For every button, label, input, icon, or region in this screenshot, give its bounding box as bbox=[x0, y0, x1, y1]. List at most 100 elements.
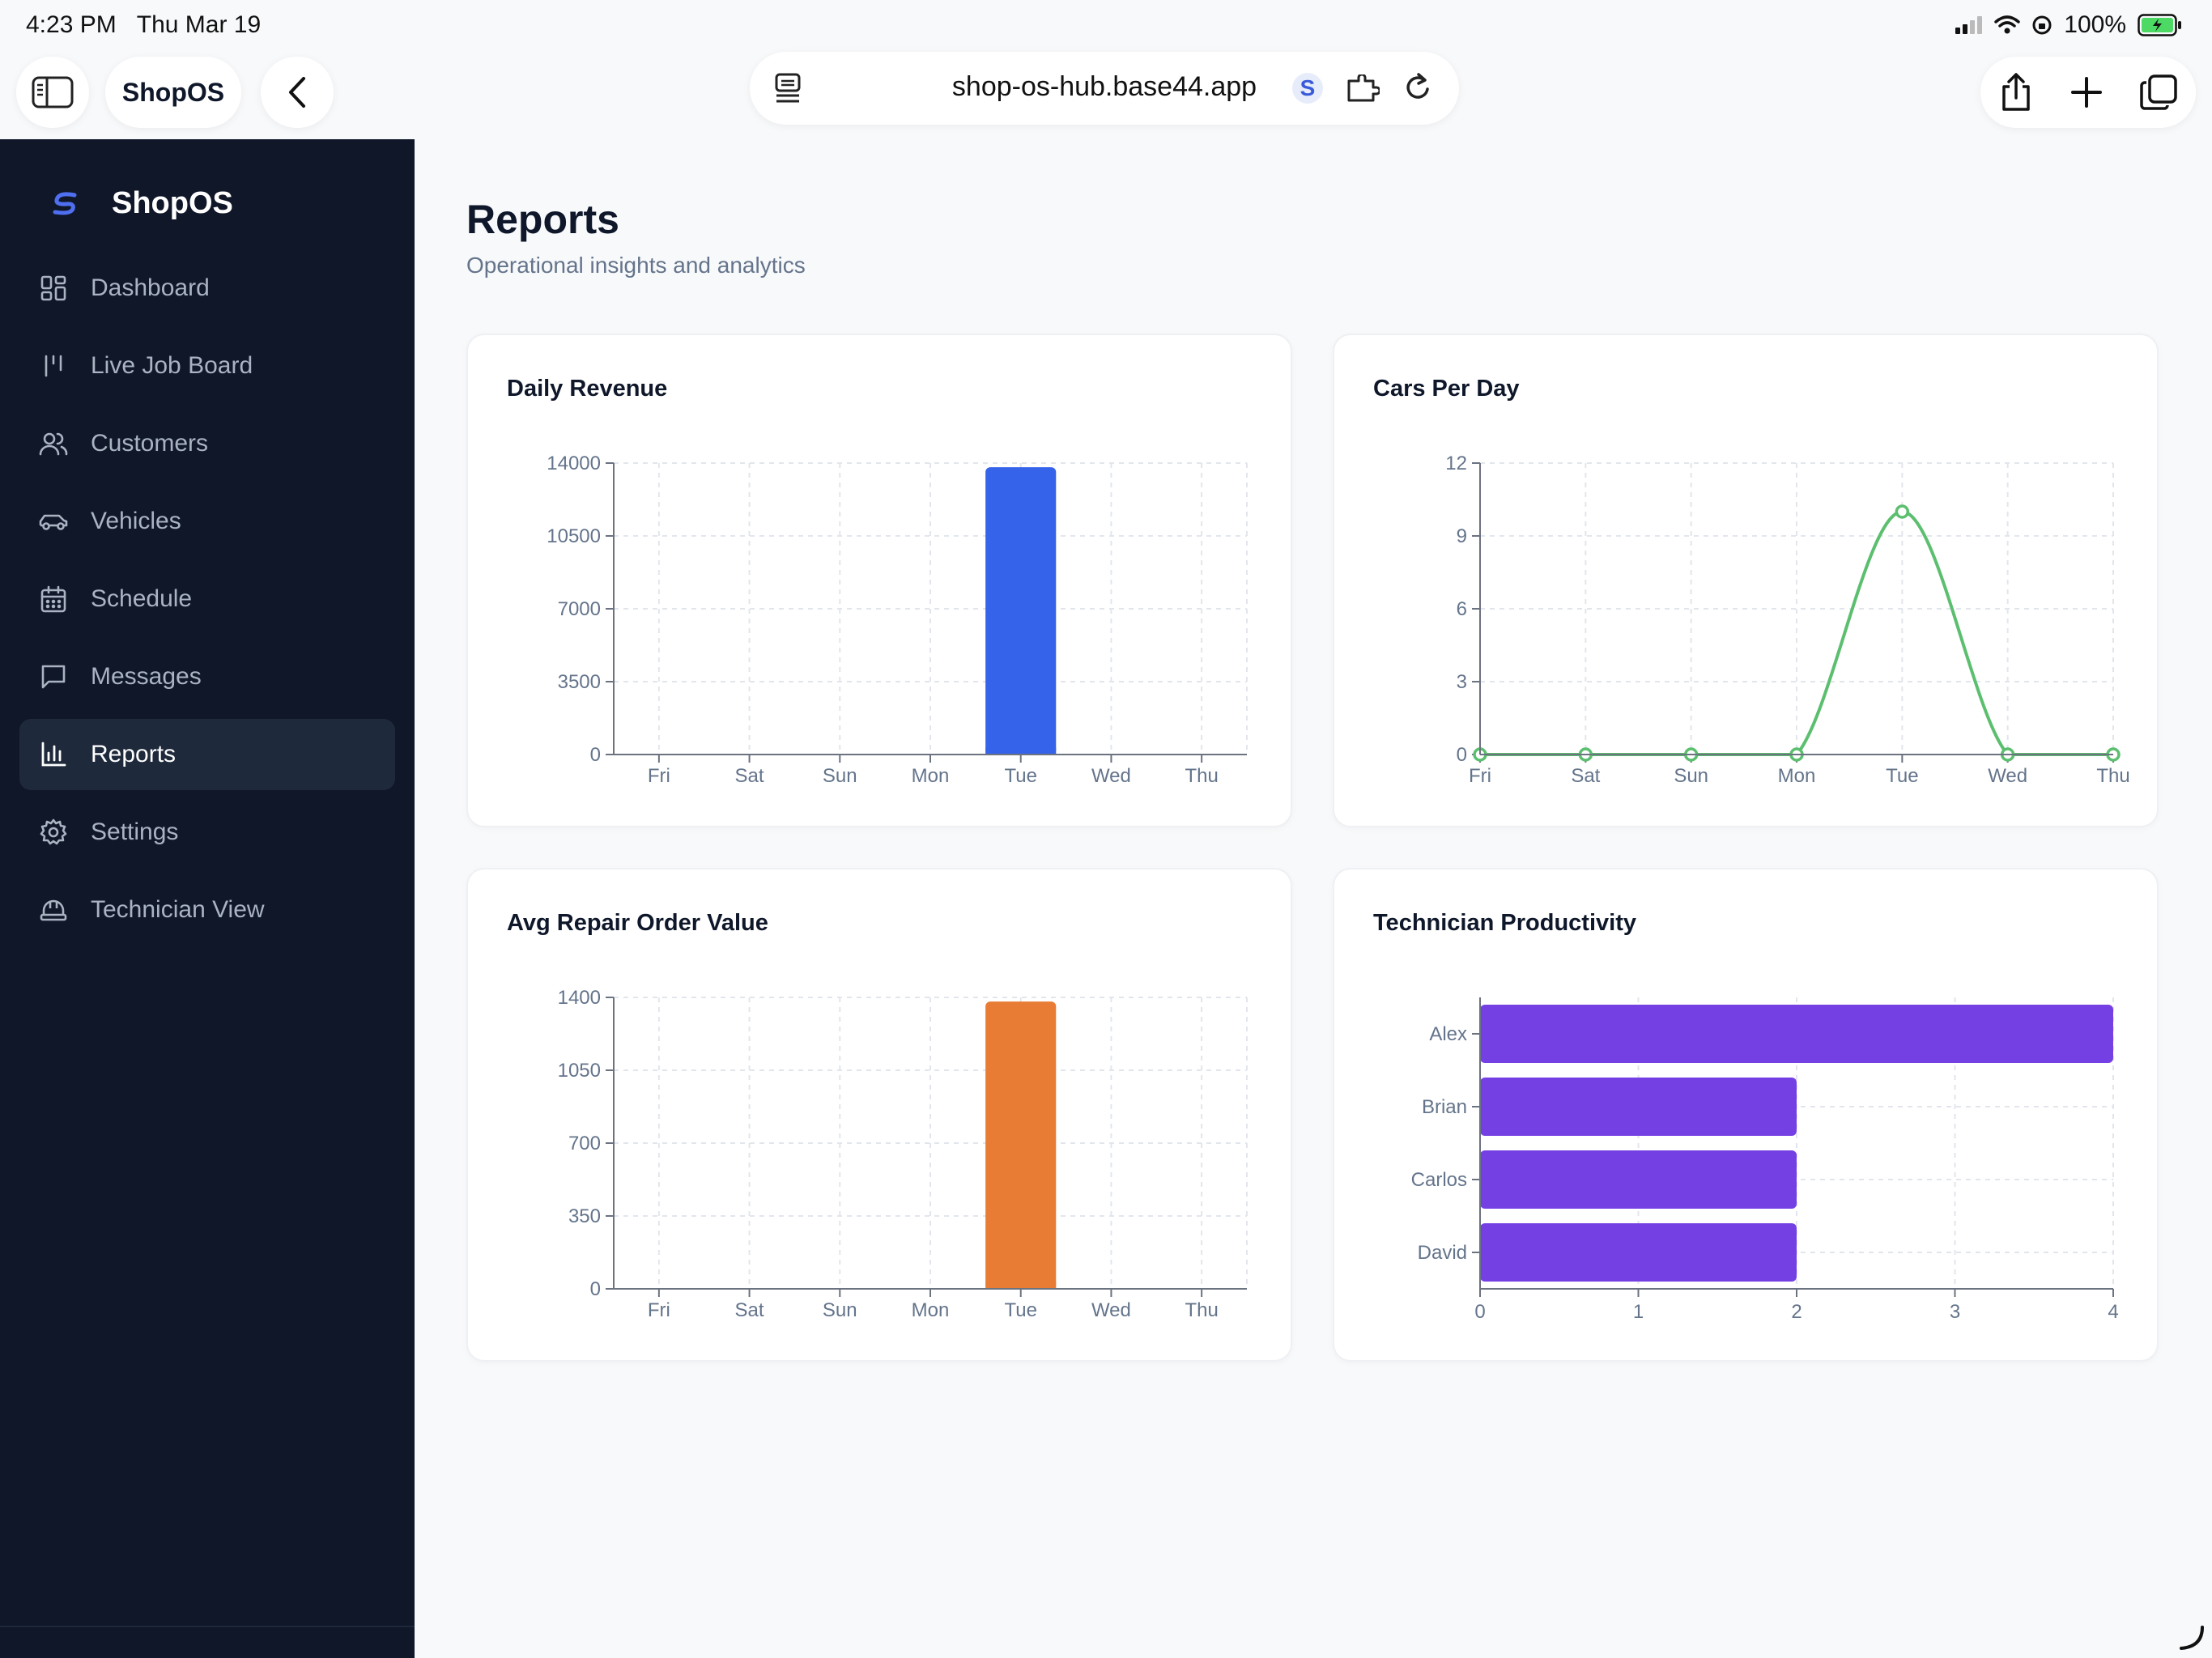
x-tick-label: Wed bbox=[1988, 765, 2027, 787]
sidebar-item-label: Vehicles bbox=[91, 508, 181, 534]
x-tick-label: Tue bbox=[1886, 765, 1918, 787]
status-bar: 4:23 PM Thu Mar 19 100% bbox=[0, 0, 2212, 52]
sidebar-nav: Dashboard Live Job Board Customers bbox=[19, 253, 395, 952]
y-tick-label: 10500 bbox=[547, 525, 601, 547]
x-tick-label: 3 bbox=[1950, 1301, 1960, 1323]
x-tick-label: Sun bbox=[823, 765, 857, 787]
y-tick-label: 0 bbox=[590, 1278, 601, 1300]
sidebar-footer-divider bbox=[0, 1626, 415, 1627]
tabs-overview-icon[interactable] bbox=[2140, 74, 2177, 110]
y-tick-label: 14000 bbox=[547, 453, 601, 474]
y-tick-label: 6 bbox=[1457, 598, 1467, 620]
sidebar-item-schedule[interactable]: Schedule bbox=[19, 563, 395, 635]
cellular-signal-icon bbox=[1955, 16, 1983, 34]
x-tick-label: Sat bbox=[735, 1299, 764, 1321]
sidebar-item-label: Customers bbox=[91, 430, 209, 457]
x-tick-label: Mon bbox=[1778, 765, 1816, 787]
address-bar[interactable]: shop-os-hub.base44.app S bbox=[750, 52, 1459, 125]
sidebar-item-label: Settings bbox=[91, 818, 179, 845]
gear-icon bbox=[37, 816, 70, 848]
app-sidebar: ShopOS Dashboard Live Job Board bbox=[0, 139, 415, 1658]
y-tick-label: 1050 bbox=[558, 1060, 601, 1082]
y-tick-label: Alex bbox=[1429, 1023, 1467, 1045]
x-tick-label: Wed bbox=[1091, 765, 1131, 787]
sidebar-item-live-job-board[interactable]: Live Job Board bbox=[19, 330, 395, 402]
bar bbox=[1480, 1005, 2113, 1063]
y-tick-label: 0 bbox=[590, 744, 601, 766]
chart-title: Daily Revenue bbox=[507, 376, 668, 402]
reload-icon[interactable] bbox=[1402, 71, 1433, 104]
brand[interactable]: ShopOS bbox=[50, 186, 233, 221]
x-tick-label: Sat bbox=[735, 765, 764, 787]
x-tick-label: Thu bbox=[2096, 765, 2129, 787]
x-tick-label: Fri bbox=[648, 765, 670, 787]
sidebar-item-technician-view[interactable]: Technician View bbox=[19, 874, 395, 946]
y-tick-label: 3 bbox=[1457, 671, 1467, 693]
url-text: shop-os-hub.base44.app bbox=[951, 71, 1257, 102]
technician-productivity-chart: 0 1 2 3 4 Alex Brian Carlos David bbox=[1411, 997, 2119, 1323]
sidebar-item-vehicles[interactable]: Vehicles bbox=[19, 486, 395, 557]
chart-title: Cars Per Day bbox=[1373, 376, 1520, 402]
page-title: Reports bbox=[466, 197, 619, 242]
x-tick-label: Mon bbox=[912, 1299, 950, 1321]
daily-revenue-chart: 0 3500 7000 10500 14000 Fri Sat Sun Mon Tue Wed Thu bbox=[547, 453, 1248, 787]
x-tick-label: Thu bbox=[1185, 1299, 1218, 1321]
y-tick-label: 9 bbox=[1457, 525, 1467, 547]
sidebar-item-dashboard[interactable]: Dashboard bbox=[19, 253, 395, 324]
dashboard-icon bbox=[37, 272, 70, 304]
bar bbox=[1480, 1150, 1797, 1209]
sidebar-item-customers[interactable]: Customers bbox=[19, 408, 395, 479]
y-tick-label: 1400 bbox=[558, 987, 601, 1009]
y-tick-label: Carlos bbox=[1411, 1169, 1467, 1191]
x-tick-label: Mon bbox=[912, 765, 950, 787]
sidebar-item-label: Dashboard bbox=[91, 274, 210, 301]
browser-toolbar: ShopOS shop-os-hub.base44.app S bbox=[0, 52, 2212, 139]
back-button[interactable] bbox=[261, 57, 334, 128]
bar-base bbox=[985, 1282, 1057, 1289]
y-tick-label: 350 bbox=[568, 1205, 601, 1227]
avg-repair-order-value-card: Avg Repair Order Value 0 350 700 1050 1400 Fr… bbox=[466, 868, 1292, 1362]
status-indicators: 100% bbox=[1955, 11, 2183, 39]
bar-chart-icon bbox=[37, 738, 70, 771]
bar bbox=[985, 1001, 1057, 1289]
users-icon bbox=[37, 427, 70, 460]
car-icon bbox=[37, 505, 70, 538]
x-tick-label: Fri bbox=[648, 1299, 670, 1321]
new-tab-plus-icon[interactable] bbox=[2070, 76, 2103, 108]
x-tick-label: Sat bbox=[1571, 765, 1600, 787]
browser-actions bbox=[1980, 57, 2196, 128]
share-icon[interactable] bbox=[1999, 72, 2033, 113]
data-point bbox=[1895, 504, 1910, 519]
y-tick-label: David bbox=[1418, 1242, 1467, 1264]
status-time: 4:23 PM Thu Mar 19 bbox=[26, 11, 261, 39]
x-tick-label: 1 bbox=[1633, 1301, 1644, 1323]
sidebar-item-settings[interactable]: Settings bbox=[19, 797, 395, 868]
y-tick-label: 7000 bbox=[558, 598, 601, 620]
bar bbox=[1480, 1223, 1797, 1282]
y-tick-label: 700 bbox=[568, 1133, 601, 1154]
x-tick-label: Tue bbox=[1004, 765, 1036, 787]
sidebar-item-label: Reports bbox=[91, 741, 177, 767]
chart-title: Avg Repair Order Value bbox=[507, 910, 768, 936]
job-board-icon bbox=[37, 350, 70, 382]
sidebar-item-label: Messages bbox=[91, 663, 202, 690]
main-content: Reports Operational insights and analyti… bbox=[415, 139, 2212, 1658]
sidebar-item-messages[interactable]: Messages bbox=[19, 641, 395, 712]
x-tick-label: 2 bbox=[1791, 1301, 1802, 1323]
cars-per-day-chart: 0 3 6 9 12 Fri Sat Sun Mon Tue Wed Thu bbox=[1445, 453, 2129, 787]
calendar-icon bbox=[37, 583, 70, 615]
extension-icon[interactable]: S bbox=[1292, 73, 1323, 104]
wifi-icon bbox=[1994, 15, 2021, 34]
x-tick-label: Wed bbox=[1091, 1299, 1131, 1321]
y-tick-label: Brian bbox=[1422, 1096, 1467, 1118]
y-tick-label: 3500 bbox=[558, 671, 601, 693]
extensions-puzzle-icon[interactable] bbox=[1346, 74, 1380, 104]
sidebar-item-reports[interactable]: Reports bbox=[19, 719, 395, 790]
tab-group-title[interactable]: ShopOS bbox=[105, 57, 241, 128]
sidebar-toggle-button[interactable] bbox=[16, 57, 89, 128]
bar bbox=[1480, 1078, 1797, 1136]
battery-percent: 100% bbox=[2064, 11, 2126, 38]
page-menu-icon[interactable] bbox=[774, 73, 803, 104]
shopos-logo-icon bbox=[53, 191, 77, 215]
x-tick-label: Sun bbox=[823, 1299, 857, 1321]
